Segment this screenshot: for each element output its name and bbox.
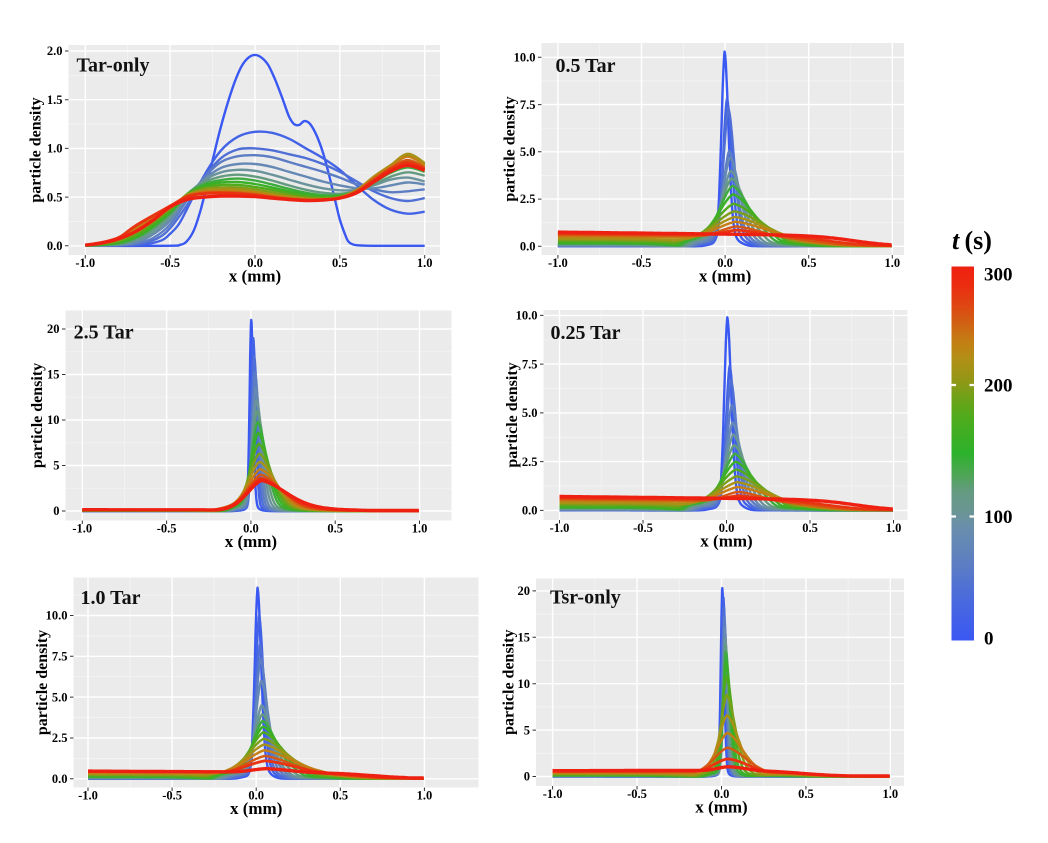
svg-text:1.0: 1.0 <box>417 789 433 803</box>
svg-text:7.5: 7.5 <box>522 357 538 371</box>
svg-text:0.5 Tar: 0.5 Tar <box>556 55 616 77</box>
svg-text:-0.5: -0.5 <box>162 789 182 803</box>
svg-text:5.0: 5.0 <box>522 406 538 420</box>
svg-text:particle density: particle density <box>34 630 51 735</box>
svg-text:t (s): t (s) <box>952 226 992 255</box>
svg-text:-1.0: -1.0 <box>75 256 95 270</box>
svg-text:particle density: particle density <box>502 96 519 201</box>
svg-text:300: 300 <box>984 265 1013 286</box>
svg-text:5: 5 <box>524 723 530 737</box>
svg-text:-0.5: -0.5 <box>632 256 652 270</box>
svg-text:particle density: particle density <box>28 97 45 202</box>
svg-text:x (mm): x (mm) <box>229 267 281 286</box>
svg-text:20: 20 <box>518 584 531 598</box>
svg-text:-1.0: -1.0 <box>72 522 92 536</box>
svg-text:20: 20 <box>47 322 60 336</box>
svg-text:15: 15 <box>47 368 60 382</box>
svg-text:2.5: 2.5 <box>520 192 536 206</box>
svg-text:15: 15 <box>518 631 531 645</box>
svg-text:10.0: 10.0 <box>46 609 68 623</box>
svg-text:particle density: particle density <box>501 630 518 735</box>
svg-text:2.5: 2.5 <box>52 731 68 745</box>
svg-text:2.0: 2.0 <box>47 44 63 58</box>
svg-text:7.5: 7.5 <box>520 98 536 112</box>
svg-text:1.0: 1.0 <box>47 142 63 156</box>
svg-text:0.5: 0.5 <box>801 256 817 270</box>
svg-text:0.0: 0.0 <box>719 521 735 535</box>
svg-text:10: 10 <box>47 413 60 427</box>
svg-text:x (mm): x (mm) <box>695 798 747 817</box>
svg-text:1.5: 1.5 <box>47 93 63 107</box>
svg-text:100: 100 <box>984 507 1013 528</box>
svg-text:Tsr-only: Tsr-only <box>550 587 621 609</box>
svg-text:0.0: 0.0 <box>52 772 68 786</box>
svg-text:1.0 Tar: 1.0 Tar <box>81 587 141 609</box>
svg-text:5: 5 <box>53 459 59 473</box>
svg-text:x (mm): x (mm) <box>699 267 751 286</box>
svg-text:2.5 Tar: 2.5 Tar <box>74 322 134 344</box>
svg-text:5.0: 5.0 <box>520 145 536 159</box>
svg-text:particle density: particle density <box>29 363 46 468</box>
svg-text:0.5: 0.5 <box>798 787 814 801</box>
svg-text:-0.5: -0.5 <box>633 521 653 535</box>
svg-text:10.0: 10.0 <box>514 51 536 65</box>
svg-text:0.0: 0.0 <box>248 789 264 803</box>
svg-text:0.5: 0.5 <box>802 521 818 535</box>
svg-text:1.0: 1.0 <box>412 522 428 536</box>
svg-text:Tar-only: Tar-only <box>77 55 150 77</box>
svg-text:200: 200 <box>984 376 1013 397</box>
svg-text:-1.0: -1.0 <box>78 789 98 803</box>
svg-text:-1.0: -1.0 <box>548 256 568 270</box>
svg-text:0.5: 0.5 <box>47 190 63 204</box>
svg-text:1.0: 1.0 <box>884 256 900 270</box>
svg-text:0: 0 <box>984 629 994 650</box>
svg-text:1.0: 1.0 <box>886 521 902 535</box>
svg-text:-0.5: -0.5 <box>627 787 647 801</box>
svg-text:-0.5: -0.5 <box>157 522 177 536</box>
svg-text:7.5: 7.5 <box>52 650 68 664</box>
svg-text:-0.5: -0.5 <box>160 256 180 270</box>
svg-text:10.0: 10.0 <box>516 309 538 323</box>
svg-text:0.0: 0.0 <box>243 522 259 536</box>
svg-text:10: 10 <box>518 677 531 691</box>
svg-text:0.5: 0.5 <box>332 789 348 803</box>
svg-text:0.25 Tar: 0.25 Tar <box>551 322 621 344</box>
svg-text:0: 0 <box>524 770 530 784</box>
svg-text:particle density: particle density <box>504 362 521 467</box>
svg-text:x (mm): x (mm) <box>700 532 752 551</box>
svg-text:0.0: 0.0 <box>247 256 263 270</box>
svg-text:0.0: 0.0 <box>714 787 730 801</box>
svg-text:0.0: 0.0 <box>47 239 63 253</box>
svg-text:1.0: 1.0 <box>882 787 898 801</box>
svg-text:0.0: 0.0 <box>717 256 733 270</box>
svg-text:0.5: 0.5 <box>332 256 348 270</box>
svg-text:5.0: 5.0 <box>52 690 68 704</box>
svg-text:2.5: 2.5 <box>522 455 538 469</box>
svg-text:0.0: 0.0 <box>520 240 536 254</box>
svg-text:0: 0 <box>53 504 59 518</box>
svg-text:1.0: 1.0 <box>417 256 433 270</box>
svg-text:x (mm): x (mm) <box>230 799 282 818</box>
svg-text:-1.0: -1.0 <box>550 521 570 535</box>
svg-text:0.0: 0.0 <box>522 504 538 518</box>
svg-text:0.5: 0.5 <box>327 522 343 536</box>
svg-text:-1.0: -1.0 <box>543 787 563 801</box>
svg-text:x (mm): x (mm) <box>225 532 277 551</box>
